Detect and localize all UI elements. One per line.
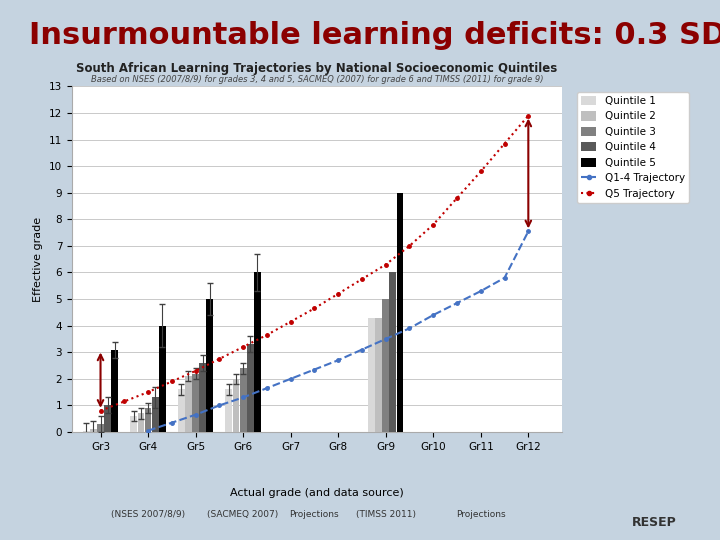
Bar bbox=[240, 368, 246, 432]
Legend: Quintile 1, Quintile 2, Quintile 3, Quintile 4, Quintile 5, Q1-4 Trajectory, Q5 : Quintile 1, Quintile 2, Quintile 3, Quin… bbox=[577, 92, 689, 203]
Bar bbox=[83, 431, 90, 432]
Text: RESEP: RESEP bbox=[632, 516, 677, 529]
Bar bbox=[247, 345, 253, 432]
Text: (TIMSS 2011): (TIMSS 2011) bbox=[356, 510, 415, 519]
Bar bbox=[225, 389, 233, 432]
Bar bbox=[104, 406, 111, 432]
Bar bbox=[368, 318, 375, 432]
Bar bbox=[397, 193, 403, 432]
Bar bbox=[199, 363, 206, 432]
Bar bbox=[233, 379, 239, 432]
Bar bbox=[112, 349, 118, 432]
Bar bbox=[138, 414, 144, 432]
Bar bbox=[382, 299, 389, 432]
Text: Based on NSES (2007/8/9) for grades 3, 4 and 5, SACMEQ (2007) for grade 6 and TI: Based on NSES (2007/8/9) for grades 3, 4… bbox=[91, 75, 543, 84]
Bar bbox=[207, 299, 213, 432]
Text: (SACMEQ 2007): (SACMEQ 2007) bbox=[207, 510, 279, 519]
Bar bbox=[185, 376, 192, 432]
Text: South African Learning Trajectories by National Socioeconomic Quintiles: South African Learning Trajectories by N… bbox=[76, 62, 557, 75]
Text: Projections: Projections bbox=[289, 510, 339, 519]
Bar bbox=[375, 318, 382, 432]
Bar bbox=[178, 389, 185, 432]
Bar bbox=[90, 429, 96, 432]
Text: Insurmountable learning deficits: 0.3 SD: Insurmountable learning deficits: 0.3 SD bbox=[29, 21, 720, 50]
Bar bbox=[159, 326, 166, 432]
Bar bbox=[192, 374, 199, 432]
Text: Projections: Projections bbox=[456, 510, 505, 519]
Bar bbox=[390, 273, 396, 432]
Bar bbox=[152, 397, 158, 432]
X-axis label: Actual grade (and data source): Actual grade (and data source) bbox=[230, 488, 404, 498]
Text: (NSES 2007/8/9): (NSES 2007/8/9) bbox=[111, 510, 185, 519]
Bar bbox=[97, 424, 104, 432]
Y-axis label: Effective grade: Effective grade bbox=[33, 217, 43, 302]
Bar bbox=[130, 416, 138, 432]
Bar bbox=[254, 273, 261, 432]
Bar bbox=[145, 408, 151, 432]
